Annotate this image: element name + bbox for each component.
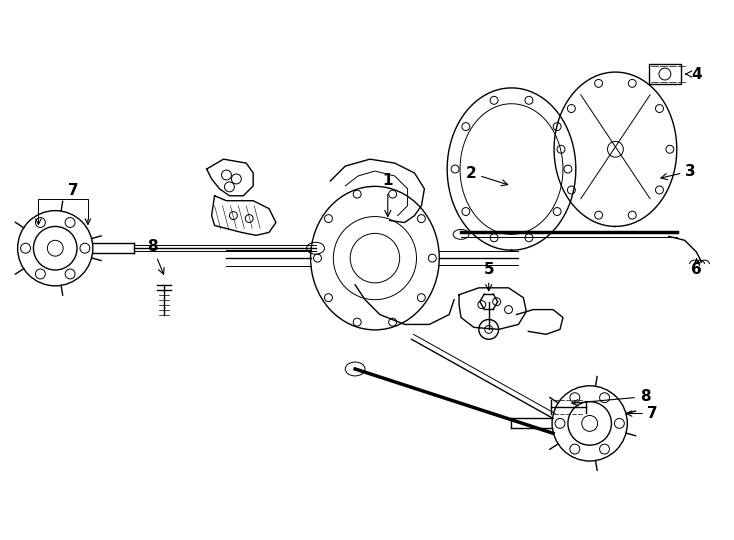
Text: 3: 3 bbox=[661, 164, 696, 180]
Text: 7: 7 bbox=[68, 183, 79, 198]
Text: 8: 8 bbox=[147, 239, 164, 274]
Text: 5: 5 bbox=[484, 262, 494, 291]
Bar bbox=[649, 64, 680, 84]
Text: 4: 4 bbox=[686, 66, 702, 82]
Text: 2: 2 bbox=[465, 165, 508, 186]
Text: 6: 6 bbox=[691, 259, 702, 278]
Text: 1: 1 bbox=[382, 173, 393, 217]
Text: 8: 8 bbox=[572, 389, 650, 406]
Text: 7: 7 bbox=[647, 406, 658, 421]
